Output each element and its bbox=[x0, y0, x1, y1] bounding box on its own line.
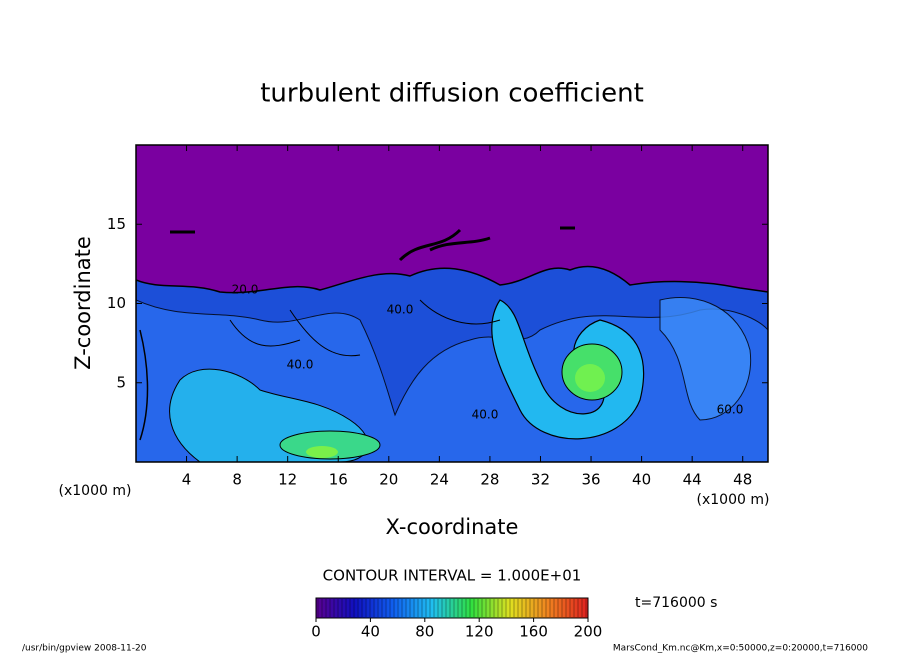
colorbar-tick-label: 120 bbox=[465, 623, 494, 641]
x-tick-label: 8 bbox=[232, 471, 242, 489]
contour-label: 60.0 bbox=[717, 403, 744, 417]
x-tick-label: 32 bbox=[531, 471, 550, 489]
contour-interval: CONTOUR INTERVAL = 1.000E+01 bbox=[323, 567, 582, 585]
x-tick-label: 20 bbox=[379, 471, 398, 489]
y-axis-label: Z-coordinate bbox=[71, 236, 95, 370]
x-tick-label: 24 bbox=[430, 471, 449, 489]
contour-label: 40.0 bbox=[472, 408, 499, 422]
contour-label: 40.0 bbox=[287, 358, 314, 372]
colorbar bbox=[315, 597, 589, 619]
y-unit: (x1000 m) bbox=[59, 483, 132, 499]
x-tick-label: 40 bbox=[632, 471, 651, 489]
y-tick-label: 5 bbox=[116, 373, 126, 391]
contour-field bbox=[136, 145, 768, 462]
y-tick-label: 10 bbox=[107, 294, 126, 312]
x-tick-label: 36 bbox=[581, 471, 600, 489]
colorbar-tick-label: 80 bbox=[415, 623, 434, 641]
x-unit: (x1000 m) bbox=[697, 492, 770, 508]
colorbar-tick-label: 0 bbox=[311, 623, 321, 641]
x-tick-label: 48 bbox=[733, 471, 752, 489]
x-axis-label: X-coordinate bbox=[386, 515, 519, 539]
y-tick-label: 15 bbox=[107, 215, 126, 233]
colorbar-tick-label: 40 bbox=[361, 623, 380, 641]
footer-right: MarsCond_Km.nc@Km,x=0:50000,z=0:20000,t=… bbox=[613, 644, 868, 654]
chart-title: turbulent diffusion coefficient bbox=[260, 79, 644, 109]
x-tick-label: 12 bbox=[278, 471, 297, 489]
colorbar-tick-label: 200 bbox=[574, 623, 603, 641]
footer-left: /usr/bin/gpview 2008-11-20 bbox=[22, 644, 147, 654]
x-tick-label: 16 bbox=[329, 471, 348, 489]
colorbar-tick-label: 160 bbox=[519, 623, 548, 641]
contour-label: 40.0 bbox=[387, 303, 414, 317]
x-tick-label: 44 bbox=[683, 471, 702, 489]
time-label: t=716000 s bbox=[635, 595, 717, 611]
contour-label: 20.0 bbox=[232, 283, 259, 297]
x-tick-label: 4 bbox=[182, 471, 192, 489]
x-tick-label: 28 bbox=[480, 471, 499, 489]
